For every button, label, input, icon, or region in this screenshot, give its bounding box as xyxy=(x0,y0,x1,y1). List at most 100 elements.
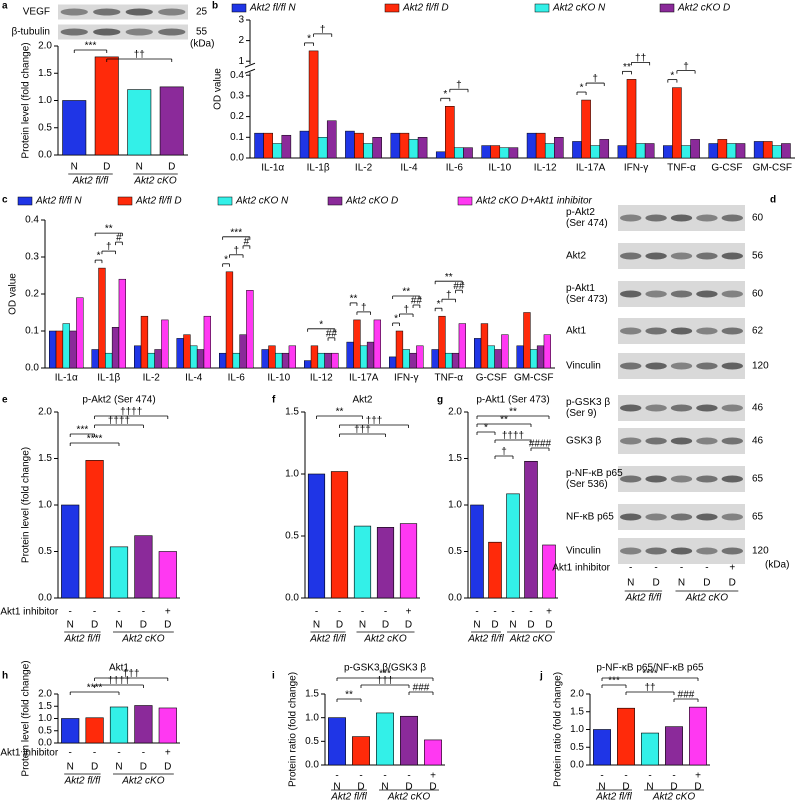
inhibitor-mark: - xyxy=(383,771,386,782)
y-tick-label: 0.5 xyxy=(38,122,52,133)
x-tick-label: IL-1β xyxy=(97,373,120,384)
y-tick-label: 1.0 xyxy=(570,724,584,735)
bar xyxy=(140,315,149,369)
x-tick-label: D xyxy=(405,782,412,793)
panel-letter: h xyxy=(2,671,8,682)
bar xyxy=(474,338,482,369)
bar xyxy=(626,79,637,159)
y-tick-label: 0.0 xyxy=(38,593,52,604)
x-tick-label: IL-10 xyxy=(267,373,290,384)
legend-swatch xyxy=(327,196,343,206)
y-axis-label: Protein level (fold change) xyxy=(21,660,32,776)
significance-label: * xyxy=(307,34,311,45)
x-tick-label: TNF-α xyxy=(667,163,696,174)
significance-label: ### xyxy=(413,683,430,694)
blot-label: p-GSK3 β xyxy=(566,397,610,408)
group-label: Akt2 cKO xyxy=(121,776,164,787)
x-tick-label: N xyxy=(313,620,320,631)
x-tick-label: N xyxy=(136,162,143,173)
blot-band xyxy=(696,404,718,412)
bar xyxy=(69,330,77,369)
significance-label: * xyxy=(319,319,323,330)
bar xyxy=(307,473,326,599)
significance-label: ## xyxy=(411,296,423,307)
x-tick-label: D xyxy=(652,578,659,589)
inhibitor-mark: - xyxy=(407,771,410,782)
blot-band xyxy=(670,327,693,335)
x-tick-label: D xyxy=(140,762,147,773)
blot-band xyxy=(645,513,667,521)
bar xyxy=(726,143,737,159)
significance-label: * xyxy=(580,83,584,94)
significance-label: †††† xyxy=(120,407,142,418)
inhibitor-label: Akt1 inhibitor xyxy=(0,748,58,759)
blot-band xyxy=(696,252,718,260)
blot-band xyxy=(645,214,667,222)
bar xyxy=(395,330,404,369)
bar xyxy=(593,729,611,766)
significance-label: ††† xyxy=(354,425,371,436)
x-tick-label: IL-12 xyxy=(310,373,333,384)
significance-label: ** xyxy=(105,224,113,235)
significance-label: ** xyxy=(336,407,344,418)
bar xyxy=(372,137,382,159)
inhibitor-mark: - xyxy=(475,607,478,618)
bar xyxy=(109,706,129,744)
blot-band xyxy=(696,437,718,445)
inhibitor-mark: - xyxy=(117,748,120,759)
bar xyxy=(480,323,489,369)
blot-band xyxy=(670,290,693,298)
inhibitor-mark: - xyxy=(335,771,338,782)
group-label: Akt2 fl/fl xyxy=(309,634,346,645)
group-label: Akt2 cKO xyxy=(652,792,695,801)
y-tick-label: 0.5 xyxy=(305,736,319,747)
significance-label: ** xyxy=(350,294,358,305)
bar xyxy=(281,134,292,159)
significance-label: * xyxy=(394,314,398,325)
bar xyxy=(581,99,591,159)
bar xyxy=(672,87,682,159)
y-tick-label: 2.0 xyxy=(38,41,52,52)
significance-label: † xyxy=(683,61,689,72)
blot-band xyxy=(93,28,121,36)
significance-label: †† xyxy=(644,683,655,694)
x-tick-label: D xyxy=(91,620,98,631)
significance-label: ** xyxy=(500,415,508,426)
significance-label: *** xyxy=(379,669,391,680)
y-tick-label: 1.0 xyxy=(38,95,52,106)
group-label: Akt2 fl/fl xyxy=(72,176,109,187)
x-tick-label: IL-17A xyxy=(349,373,379,384)
bar xyxy=(772,145,782,159)
x-tick-label: IL-6 xyxy=(446,163,464,174)
group-label: Akt2 fl/fl xyxy=(64,776,101,787)
legend-swatch xyxy=(117,196,133,206)
bar xyxy=(147,352,155,369)
blot-band xyxy=(721,404,743,412)
blot-band xyxy=(696,547,718,555)
significance-label: † xyxy=(361,303,367,314)
blot-band xyxy=(670,362,693,370)
panel-letter: i xyxy=(272,671,275,682)
significance-label: ## xyxy=(326,328,338,339)
bar xyxy=(399,523,418,599)
group-label: Akt2 cKO xyxy=(121,634,164,645)
blot-label: (Ser 473) xyxy=(566,294,608,305)
bar xyxy=(463,147,473,159)
y-tick-label: 1.5 xyxy=(305,689,319,700)
chart-title: p-GSK3 β/GSK3 β xyxy=(344,663,426,674)
legend-swatch xyxy=(17,196,33,206)
blot-label: VEGF xyxy=(23,7,50,18)
inhibitor-mark: + xyxy=(165,748,171,759)
bar xyxy=(665,726,683,766)
significance-label: † xyxy=(320,25,326,36)
significance-label: ††† xyxy=(366,416,383,427)
bar xyxy=(225,271,234,369)
inhibitor-mark: + xyxy=(406,607,412,618)
bar xyxy=(458,323,467,369)
blot-kda: 46 xyxy=(752,436,764,447)
significance-label: ** xyxy=(445,272,453,283)
blot-band xyxy=(620,362,642,370)
bar xyxy=(62,323,70,369)
blot-label: (Ser 474) xyxy=(566,218,608,229)
blot-label: p-Akt1 xyxy=(566,283,595,294)
